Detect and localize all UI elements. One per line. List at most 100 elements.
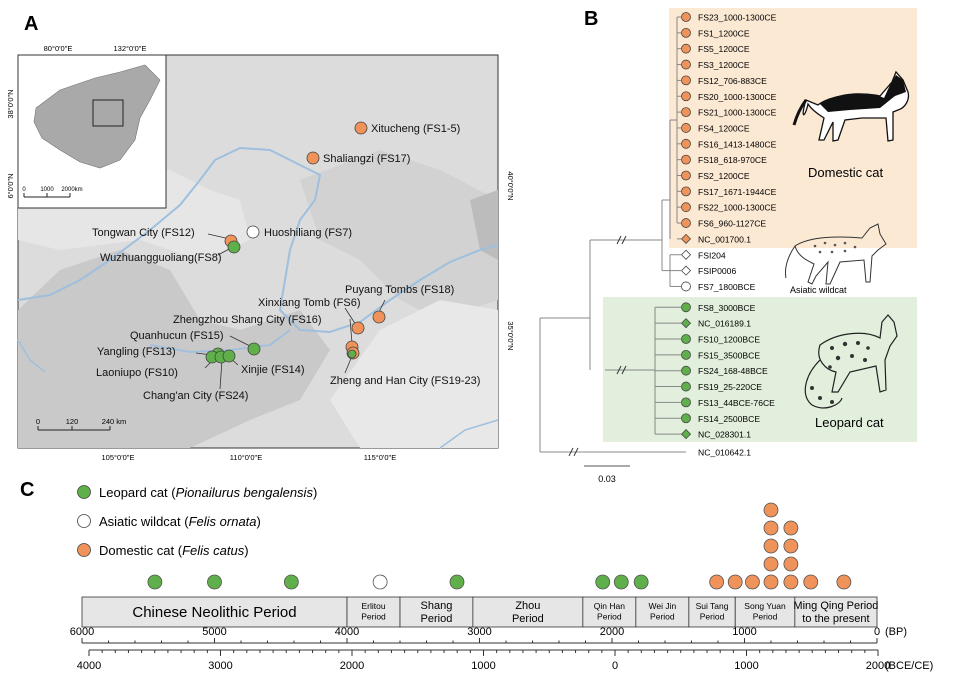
period-block — [399, 596, 474, 628]
timeline-samples — [147, 502, 852, 590]
cal-tick-label: 1000 — [734, 660, 758, 672]
branch-break-mark — [616, 235, 622, 245]
yellow-river — [17, 146, 499, 334]
site-dot-quanhucun[interactable] — [247, 342, 261, 356]
site-dot-zhenghan-leopard[interactable] — [347, 349, 357, 359]
legend-wildcat-dot — [77, 514, 91, 528]
sample-dot — [783, 520, 799, 536]
bp-tick-label: 2000 — [600, 626, 624, 638]
tree-tip-dot — [681, 365, 691, 376]
map-lon-label: 105°0'0"E — [102, 453, 135, 462]
cal-tick-label: 2000 — [866, 660, 890, 672]
tree-tip-label: FS21_1000-1300CE — [698, 108, 777, 118]
leopard-cat-illustration — [804, 314, 898, 409]
sample-dot — [763, 502, 779, 518]
site-dot-puyang[interactable] — [372, 310, 386, 324]
cal-tick-label: 1000 — [471, 660, 495, 672]
tree-tip-label: FS6_960-1127CE — [698, 219, 766, 229]
tree-tip-label: FS5_1200CE — [698, 44, 750, 54]
period-label: Song Yuan — [744, 601, 786, 611]
scale-120: 120 — [66, 417, 79, 426]
inset-study-area — [92, 99, 124, 127]
sample-dot — [803, 574, 819, 590]
site-label-tongwan: Tongwan City (FS12) — [92, 227, 195, 239]
sample-dot — [449, 574, 465, 590]
bp-unit-label: (BP) — [885, 626, 907, 638]
tree-tip-label: FS3_1200CE — [698, 60, 750, 70]
tree-tip-dot — [681, 123, 691, 133]
tree-tip-dot — [681, 75, 691, 86]
period-label: Period — [700, 612, 725, 622]
southern-river — [17, 339, 46, 373]
site-label-laoniupo: Laoniupo (FS10) — [96, 367, 178, 379]
tree-tip-label: FS19_25-220CE — [698, 382, 762, 392]
tree-tip-label: FS13_44BCE-76CE — [698, 398, 775, 408]
period-block — [635, 596, 690, 628]
site-dot-wuzhuangguoliang[interactable] — [227, 240, 241, 254]
map-lat-label: 40°0'0"N — [506, 171, 515, 200]
period-block — [734, 596, 796, 628]
tree-scale-label: 0.03 — [598, 474, 616, 484]
sample-dot — [709, 574, 725, 590]
branch-break-mark — [621, 235, 627, 245]
tree-tip-label: NC_010642.1 — [698, 447, 751, 457]
legend-domestic-text: Domestic cat (Felis catus) — [99, 543, 249, 558]
tree-tip-dot — [681, 218, 691, 228]
map-mountain-shading — [300, 150, 498, 320]
tree-tip-label: FS10_1200BCE — [698, 335, 760, 345]
map-lat-label: 35°0'0"N — [506, 321, 515, 350]
tree-tip-diamond — [680, 265, 692, 276]
period-block — [81, 596, 348, 628]
tree-tip-dot — [681, 170, 691, 181]
branch-break-mark — [573, 447, 579, 457]
site-dot-xitucheng[interactable] — [354, 121, 368, 135]
bp-tick-label: 1000 — [732, 626, 756, 638]
scale-240: 240 km — [102, 417, 127, 426]
inset-scale-1000: 1000 — [40, 187, 54, 193]
tree-tip-dot — [681, 349, 691, 360]
tree-tip-dot — [681, 202, 691, 213]
inset-china-outline — [33, 64, 161, 169]
bp-tick-label: 4000 — [335, 626, 359, 638]
site-dot-xinjie[interactable] — [222, 349, 236, 363]
cal-tick-label: 2000 — [340, 660, 364, 672]
sample-dot — [613, 574, 629, 590]
period-block — [794, 596, 878, 628]
tree-tip-label: FS2_1200CE — [698, 171, 750, 181]
tree-tip-dot — [681, 397, 691, 408]
period-label: Chinese Neolithic Period — [132, 604, 296, 621]
site-dot-huoshiliang[interactable] — [246, 225, 260, 239]
tree-tip-dot — [681, 59, 691, 70]
tree-tip-diamond — [680, 233, 692, 244]
sample-dot — [633, 574, 649, 590]
bp-tick-label: 3000 — [467, 626, 491, 638]
site-dot-xinxiang[interactable] — [351, 321, 365, 335]
tree-tip-dot — [681, 138, 691, 149]
tree-tip-label: FS14_2500BCE — [698, 414, 760, 424]
timeline: Chinese Neolithic Period ErlitouPeriodSha… — [70, 596, 933, 672]
period-label: Period — [512, 613, 544, 625]
period-label: Period — [597, 612, 622, 622]
bp-tick-label: 5000 — [202, 626, 226, 638]
site-dot-shaliangzi[interactable] — [306, 151, 320, 165]
legend-wildcat-text: Asiatic wildcat (Felis ornata) — [99, 514, 261, 529]
inset-scale-0: 0 — [22, 187, 26, 193]
site-labels: Xitucheng (FS1-5) Shaliangzi (FS17) Tong… — [92, 123, 480, 402]
period-label: to the present — [802, 613, 869, 625]
cal-unit-label: (BCE/CE) — [885, 660, 933, 672]
tree-tip-dot — [681, 43, 691, 54]
site-markers — [205, 121, 386, 364]
tree-tip-label: FS18_618-970CE — [698, 155, 767, 165]
legend — [77, 485, 91, 557]
map-scale-bar: 0 120 240 km — [36, 417, 127, 431]
panel-c-label: C — [20, 479, 34, 501]
tree-tip-diamond — [680, 318, 692, 329]
bp-tick-label: 0 — [874, 626, 880, 638]
map-lon-label: 110°0'0"E — [230, 453, 262, 462]
tree-tip-label: FS17_1671-1944CE — [698, 187, 777, 197]
tree-tip-diamond — [680, 249, 692, 260]
tree-tip-label: NC_028301.1 — [698, 430, 751, 440]
branch-break-mark — [616, 365, 622, 375]
sample-dot — [763, 520, 779, 536]
